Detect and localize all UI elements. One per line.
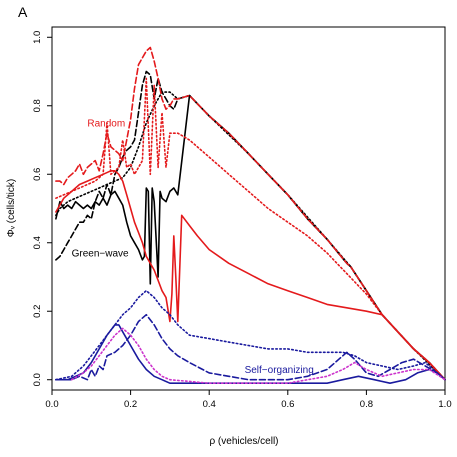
- y-tick-label: 0.6: [32, 168, 43, 181]
- x-axis-title: ρ (vehicles/cell): [209, 436, 278, 447]
- x-tick-label: 0.8: [360, 399, 373, 410]
- series-line-9: [70, 327, 446, 384]
- x-tick-label: 0.4: [203, 399, 216, 410]
- annotation-label: Random: [87, 118, 125, 129]
- series-line-6: [55, 324, 446, 384]
- y-tick-label: 0.8: [32, 99, 43, 112]
- series-line-5: [55, 77, 446, 381]
- y-tick-label: 0.4: [32, 236, 43, 249]
- x-tick-label: 0.6: [281, 399, 294, 410]
- series-line-2: [55, 91, 446, 381]
- y-axis-title: Φᵥ (cells/tick): [6, 179, 17, 237]
- y-axis: 0.0 0.2 0.4 0.6 0.8 1.0: [32, 31, 52, 386]
- annotation-label: Green−wave: [72, 248, 129, 259]
- plot-frame: [51, 26, 446, 391]
- x-tick-label: 1.0: [438, 399, 451, 410]
- series-line-8: [55, 289, 446, 381]
- annotation-label: Self−organizing: [245, 365, 314, 376]
- series-line-7: [55, 313, 446, 381]
- x-axis: 0.0 0.2 0.4 0.6 0.8 1.0: [45, 390, 452, 410]
- x-tick-label: 0.0: [45, 399, 58, 410]
- x-tick-label: 0.2: [124, 399, 137, 410]
- y-tick-label: 1.0: [32, 31, 43, 44]
- panel-label: A: [18, 4, 28, 20]
- series-layer: [55, 46, 446, 384]
- y-tick-label: 0.0: [32, 373, 43, 386]
- y-tick-label: 0.2: [32, 305, 43, 318]
- series-line-3: [55, 170, 446, 381]
- annotations: Random Green−wave Self−organizing: [72, 118, 314, 376]
- series-line-4: [55, 46, 446, 381]
